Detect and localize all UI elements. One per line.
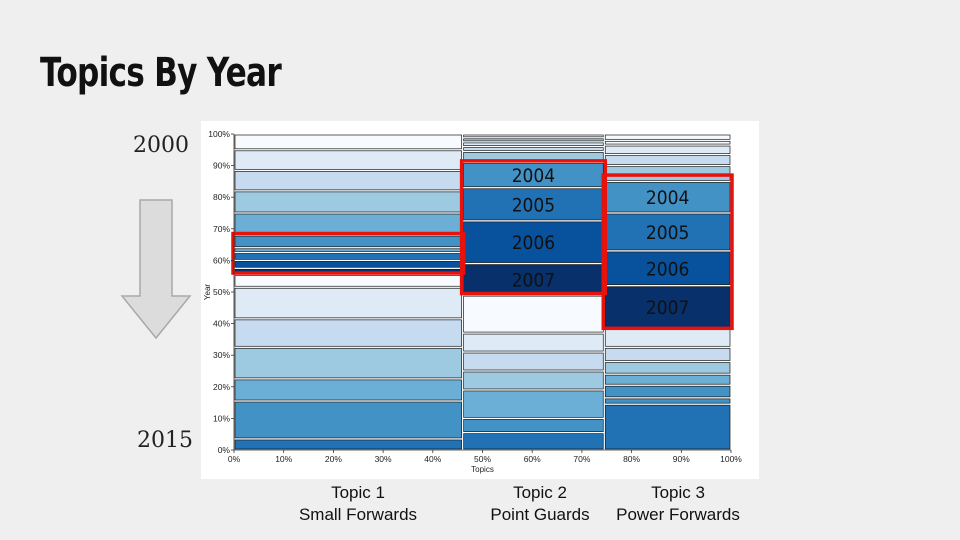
topic-1-subtitle: Small Forwards xyxy=(298,505,418,524)
mosaic-cell-t2-15 xyxy=(463,134,604,138)
highlight-box-topic-1 xyxy=(231,231,466,275)
x-tick-label: 0% xyxy=(228,454,241,464)
mosaic-cell-t1-2 xyxy=(234,379,462,401)
topic-3-subtitle: Power Forwards xyxy=(616,505,740,524)
mosaic-chart: 2007 2006 2005 2004 2007 2006 2005 2004 0% 10% 20%… xyxy=(203,129,742,474)
segment-year-label: 2004 xyxy=(512,165,556,187)
mosaic-cell-t1-6 xyxy=(234,275,462,287)
down-arrow-icon xyxy=(120,199,192,340)
mosaic-cell-t3-10 xyxy=(604,182,731,213)
y-tick-label: 40% xyxy=(213,319,230,329)
y-axis-title: Year xyxy=(203,284,212,301)
segment-year-label: 2005 xyxy=(512,194,556,216)
chart-panel: 2007 2006 2005 2004 2007 2006 2005 2004 0% 10% 20%… xyxy=(201,121,759,479)
mosaic-cell-t3-4 xyxy=(604,362,731,374)
segment-year-label: 2005 xyxy=(646,222,690,244)
x-tick-label: 80% xyxy=(623,454,640,464)
mosaic-cell-t2-0 xyxy=(463,433,604,450)
mosaic-cell-t2-8 xyxy=(463,221,604,263)
mosaic-cell-t3-12 xyxy=(604,155,731,165)
y-tick-label: 30% xyxy=(213,350,230,360)
topic-1-name: Topic 1 xyxy=(331,483,385,502)
mosaic-cell-t1-10 xyxy=(234,248,462,252)
highlight-box-topic-3 xyxy=(601,173,734,331)
x-tick-label: 100% xyxy=(720,454,742,464)
y-tick-label: 100% xyxy=(208,129,230,139)
mosaic-cell-t1-9 xyxy=(234,253,462,260)
mosaic-cell-t1-4 xyxy=(234,319,462,347)
x-tick-label: 40% xyxy=(424,454,441,464)
topic-2-name: Topic 2 xyxy=(513,483,567,502)
mosaic-cell-t3-9 xyxy=(604,213,731,251)
mosaic-cell-t3-6 xyxy=(604,328,731,347)
x-tick-label: 70% xyxy=(573,454,590,464)
year-end-label: 2015 xyxy=(137,428,193,453)
x-tick-label: 20% xyxy=(325,454,342,464)
mosaic-cell-t1-11 xyxy=(234,235,462,248)
x-axis-title: Topics xyxy=(471,465,494,474)
x-tick-label: 60% xyxy=(524,454,541,464)
y-tick-label: 60% xyxy=(213,255,230,265)
mosaic-cell-t3-0 xyxy=(604,404,731,450)
segment-year-label: 2004 xyxy=(646,187,690,209)
mosaic-cell-t2-5 xyxy=(463,333,604,352)
mosaic-cell-t1-0 xyxy=(234,439,462,450)
mosaic-cell-t3-8 xyxy=(604,251,731,286)
mosaic-cell-t1-5 xyxy=(234,287,462,319)
mosaic-cell-t2-12 xyxy=(463,147,604,151)
mosaic-cell-t3-5 xyxy=(604,347,731,361)
topic-3-name: Topic 3 xyxy=(651,483,705,502)
mosaic-cell-t1-15 xyxy=(234,150,462,170)
mosaic-cell-t2-1 xyxy=(463,419,604,432)
mosaic-cell-t3-14 xyxy=(604,140,731,145)
mosaic-cell-t3-7 xyxy=(604,286,731,328)
segment-year-label: 2006 xyxy=(512,232,556,254)
topic-2-subtitle: Point Guards xyxy=(490,505,590,524)
mosaic-cell-t3-1 xyxy=(604,398,731,404)
topic-3-label: Topic 3 Power Forwards xyxy=(603,482,753,526)
mosaic-cell-t2-14 xyxy=(463,138,604,142)
mosaic-cell-t1-16 xyxy=(234,134,462,150)
y-tick-label: 10% xyxy=(213,413,230,423)
topic-2-label: Topic 2 Point Guards xyxy=(465,482,615,526)
mosaic-cell-t3-3 xyxy=(604,374,731,385)
mosaic-cell-t1-12 xyxy=(234,213,462,235)
mosaic-cell-t2-3 xyxy=(463,371,604,390)
mosaic-cell-t3-15 xyxy=(604,134,731,140)
x-tick-label: 90% xyxy=(673,454,690,464)
mosaic-cell-t1-3 xyxy=(234,347,462,379)
y-tick-label: 80% xyxy=(213,192,230,202)
x-tick-label: 30% xyxy=(375,454,392,464)
x-tick-label: 10% xyxy=(275,454,292,464)
mosaic-cell-t2-6 xyxy=(463,295,604,333)
mosaic-cell-t2-4 xyxy=(463,352,604,371)
y-tick-label: 90% xyxy=(213,161,230,171)
segment-year-label: 2006 xyxy=(646,258,690,280)
mosaic-cell-t3-2 xyxy=(604,385,731,398)
x-tick-label: 50% xyxy=(474,454,491,464)
segment-year-label: 2007 xyxy=(646,297,690,319)
mosaic-cell-t2-13 xyxy=(463,142,604,146)
mosaic-cell-t2-2 xyxy=(463,390,604,418)
mosaic-cell-t3-13 xyxy=(604,145,731,154)
mosaic-cell-t1-13 xyxy=(234,191,462,213)
y-tick-label: 50% xyxy=(213,287,230,297)
slide-title: Topics By Year xyxy=(40,50,282,96)
mosaic-cell-t1-14 xyxy=(234,170,462,191)
topic-1-label: Topic 1 Small Forwards xyxy=(263,482,453,526)
segment-year-label: 2007 xyxy=(512,269,556,291)
y-tick-label: 0% xyxy=(218,445,231,455)
y-tick-label: 70% xyxy=(213,224,230,234)
highlight-box-topic-2 xyxy=(459,159,608,296)
year-start-label: 2000 xyxy=(133,133,189,158)
mosaic-cell-t1-8 xyxy=(234,261,462,268)
y-tick-label: 20% xyxy=(213,382,230,392)
mosaic-cell-t1-1 xyxy=(234,401,462,439)
